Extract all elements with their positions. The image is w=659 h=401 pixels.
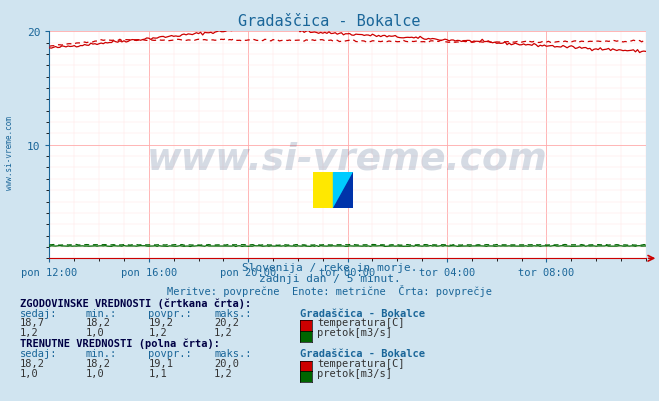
Text: 1,2: 1,2 <box>148 328 167 338</box>
Text: 1,2: 1,2 <box>214 368 233 378</box>
Text: 1,0: 1,0 <box>20 368 38 378</box>
Text: 18,2: 18,2 <box>20 358 45 368</box>
Text: 20,2: 20,2 <box>214 318 239 328</box>
Text: 1,1: 1,1 <box>148 368 167 378</box>
Text: 1,0: 1,0 <box>86 368 104 378</box>
Text: pretok[m3/s]: pretok[m3/s] <box>317 368 392 378</box>
Text: Gradaščica - Bokalce: Gradaščica - Bokalce <box>239 14 420 29</box>
Text: 18,2: 18,2 <box>86 318 111 328</box>
Text: 18,7: 18,7 <box>20 318 45 328</box>
Text: povpr.:: povpr.: <box>148 348 192 358</box>
Text: Gradaščica - Bokalce: Gradaščica - Bokalce <box>300 348 425 358</box>
Text: Meritve: povprečne  Enote: metrične  Črta: povprečje: Meritve: povprečne Enote: metrične Črta:… <box>167 284 492 296</box>
Text: 1,2: 1,2 <box>20 328 38 338</box>
Text: Gradaščica - Bokalce: Gradaščica - Bokalce <box>300 308 425 318</box>
Text: temperatura[C]: temperatura[C] <box>317 358 405 368</box>
Text: povpr.:: povpr.: <box>148 308 192 318</box>
Text: 19,2: 19,2 <box>148 318 173 328</box>
Text: sedaj:: sedaj: <box>20 308 57 318</box>
Bar <box>333 172 353 209</box>
Text: min.:: min.: <box>86 348 117 358</box>
Text: 1,0: 1,0 <box>86 328 104 338</box>
Text: sedaj:: sedaj: <box>20 348 57 358</box>
Bar <box>313 172 333 209</box>
Text: www.si-vreme.com: www.si-vreme.com <box>147 141 548 177</box>
Text: maks.:: maks.: <box>214 308 252 318</box>
Text: 20,0: 20,0 <box>214 358 239 368</box>
Text: Slovenija / reke in morje.: Slovenija / reke in morje. <box>242 263 417 273</box>
Text: temperatura[C]: temperatura[C] <box>317 318 405 328</box>
Text: maks.:: maks.: <box>214 348 252 358</box>
Text: pretok[m3/s]: pretok[m3/s] <box>317 328 392 338</box>
Text: zadnji dan / 5 minut.: zadnji dan / 5 minut. <box>258 273 401 284</box>
Text: 18,2: 18,2 <box>86 358 111 368</box>
Text: www.si-vreme.com: www.si-vreme.com <box>5 115 14 189</box>
Text: 1,2: 1,2 <box>214 328 233 338</box>
Text: 19,1: 19,1 <box>148 358 173 368</box>
Polygon shape <box>333 172 353 209</box>
Text: min.:: min.: <box>86 308 117 318</box>
Text: TRENUTNE VREDNOSTI (polna črta):: TRENUTNE VREDNOSTI (polna črta): <box>20 338 219 348</box>
Text: ZGODOVINSKE VREDNOSTI (črtkana črta):: ZGODOVINSKE VREDNOSTI (črtkana črta): <box>20 298 251 308</box>
